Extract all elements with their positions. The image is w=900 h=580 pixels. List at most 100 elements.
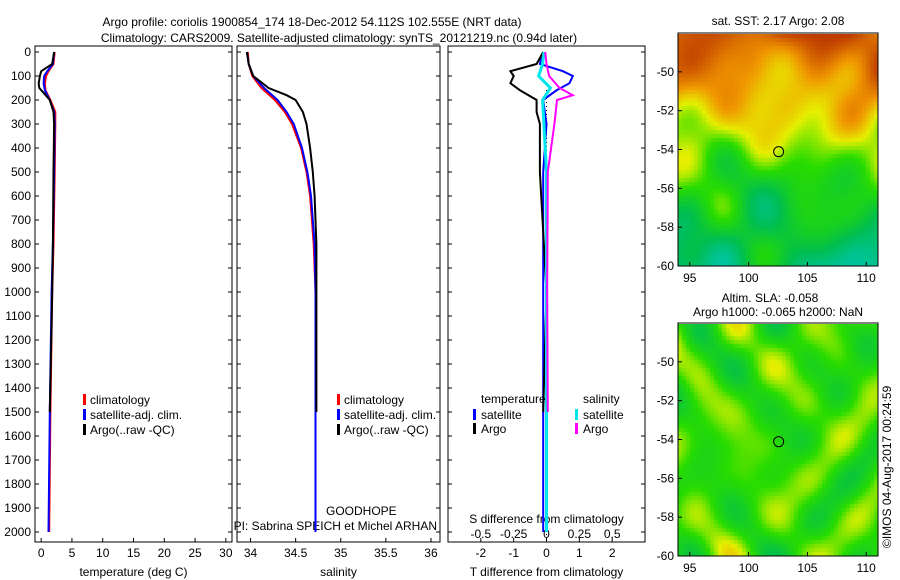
title-line-2: Climatology: CARS2009. Satellite-adjuste…: [101, 31, 577, 45]
sla-map-subtitle: Argo h1000: -0.065 h2000: NaN: [693, 305, 863, 319]
map-frame-sst_map: [677, 32, 879, 267]
series-line-argo-raw-qc-: [245, 51, 318, 412]
y-tick-label: 600: [11, 189, 31, 203]
map-y-tick-label: -56: [657, 471, 675, 485]
legend-label: Argo(..raw -QC): [344, 423, 429, 437]
y-tick-label: 200: [11, 93, 31, 107]
series-line-satellite-adj-clim-: [245, 51, 317, 532]
y-tick-label: 1800: [4, 477, 31, 491]
plot-frame-temperature: [34, 45, 233, 543]
sst-map-title: sat. SST: 2.17 Argo: 2.08: [712, 14, 845, 28]
argo-float-marker: [773, 146, 785, 158]
map-y-tick-label: -60: [657, 259, 675, 273]
y-tick-label: 1100: [5, 309, 31, 323]
x-tick-label: 36: [424, 546, 438, 560]
x-tick-label: 1: [576, 546, 583, 560]
map-y-tick-label: -54: [657, 433, 675, 447]
x-tick-label: 34: [244, 546, 258, 560]
series-line-t-argo: [508, 51, 548, 413]
map-y-tick-label: -50: [657, 65, 675, 79]
plot-frame-salinity: [236, 45, 441, 543]
y-tick-label: 800: [11, 237, 31, 251]
y-tick-label: 1000: [4, 285, 31, 299]
title-line-1: Argo profile: coriolis 1900854_174 18-De…: [103, 15, 522, 29]
legend-label: satellite-adj. clim.: [344, 408, 436, 422]
y-tick-label: 500: [11, 165, 31, 179]
legend-label: climatology: [90, 393, 150, 407]
legend-swatch: [337, 409, 340, 420]
legend-label: Argo: [583, 422, 609, 436]
s-diff-tick-label: -0.5: [470, 527, 491, 541]
series-line-s-argo: [544, 51, 576, 413]
y-tick-label: 1900: [4, 501, 31, 515]
series-line-t-satellite: [538, 51, 575, 532]
x-tick-label: -2: [475, 546, 486, 560]
sst-map-image: [678, 34, 878, 266]
series-line-argo-raw-qc-: [37, 51, 56, 413]
y-tick-label: 1300: [4, 357, 31, 371]
legend-label: satellite-adj. clim.: [90, 408, 182, 422]
map-y-tick-label: -56: [657, 181, 675, 195]
y-tick-label: 1600: [4, 429, 31, 443]
s-diff-tick-label: 0.25: [568, 527, 592, 541]
x-tick-label: 34.5: [284, 546, 308, 560]
legend-header-salinity: salinity: [583, 392, 620, 406]
legend-swatch: [83, 394, 86, 405]
x-tick-label: 20: [158, 546, 172, 560]
map-y-tick-label: -50: [657, 355, 675, 369]
s-diff-tick-label: 0.5: [604, 527, 621, 541]
map-x-tick-label: 100: [739, 561, 759, 575]
imos-stamp: ©IMOS 04-Aug-2017 00:24:59: [880, 385, 894, 548]
map-y-tick-label: -52: [657, 104, 675, 118]
x-tick-label: 10: [96, 546, 110, 560]
x-tick-label: 35.5: [374, 546, 398, 560]
sla-map-title: Altim. SLA: -0.058: [722, 291, 819, 305]
map-x-tick-label: 95: [683, 271, 697, 285]
y-tick-label: 1500: [4, 405, 31, 419]
series-line-climatology: [246, 51, 317, 532]
x-axis-label: salinity: [320, 565, 357, 579]
sla-map-image: [678, 324, 878, 556]
map-x-tick-label: 110: [857, 271, 876, 285]
x-tick-label: 5: [69, 546, 76, 560]
project-label: GOODHOPE: [326, 504, 397, 518]
y-tick-label: 1700: [4, 453, 31, 467]
s-diff-tick-label: -0.25: [500, 527, 528, 541]
map-y-tick-label: -58: [657, 220, 675, 234]
legend-swatch: [575, 423, 578, 434]
map-y-tick-label: -60: [657, 549, 675, 563]
y-tick-label: 100: [11, 69, 31, 83]
argo-float-marker: [773, 436, 785, 448]
legend-swatch: [83, 409, 86, 420]
x-axis-label: temperature (deg C): [79, 565, 187, 579]
y-tick-label: 400: [11, 141, 31, 155]
y-tick-label: 2000: [4, 525, 31, 539]
map-y-tick-label: -58: [657, 510, 675, 524]
legend-swatch: [473, 423, 476, 434]
x-axis-label: T difference from climatology: [470, 565, 624, 579]
map-x-tick-label: 105: [797, 271, 817, 285]
legend-swatch: [575, 409, 578, 420]
map-y-tick-label: -52: [657, 394, 675, 408]
x-tick-label: 30: [219, 546, 233, 560]
legend-label: Argo: [481, 422, 507, 436]
map-x-tick-label: 110: [857, 561, 876, 575]
y-tick-label: 300: [11, 117, 31, 131]
x-tick-label: -1: [508, 546, 519, 560]
x-tick-label: 15: [127, 546, 141, 560]
y-tick-label: 900: [11, 261, 31, 275]
y-tick-label: 1400: [4, 381, 31, 395]
pi-credit: PI: Sabrina SPEICH et Michel ARHAN: [234, 519, 437, 533]
legend-swatch: [337, 394, 340, 405]
legend-label: satellite: [481, 408, 522, 422]
y-tick-label: 0: [24, 45, 31, 59]
legend-swatch: [473, 409, 476, 420]
legend-header-temperature: temperature: [481, 392, 546, 406]
x-tick-label: 25: [188, 546, 202, 560]
x-tick-label: 0: [38, 546, 45, 560]
legend-label: climatology: [344, 393, 404, 407]
legend-label: Argo(..raw -QC): [90, 423, 175, 437]
y-tick-label: 1200: [4, 333, 31, 347]
legend-swatch: [83, 424, 86, 435]
